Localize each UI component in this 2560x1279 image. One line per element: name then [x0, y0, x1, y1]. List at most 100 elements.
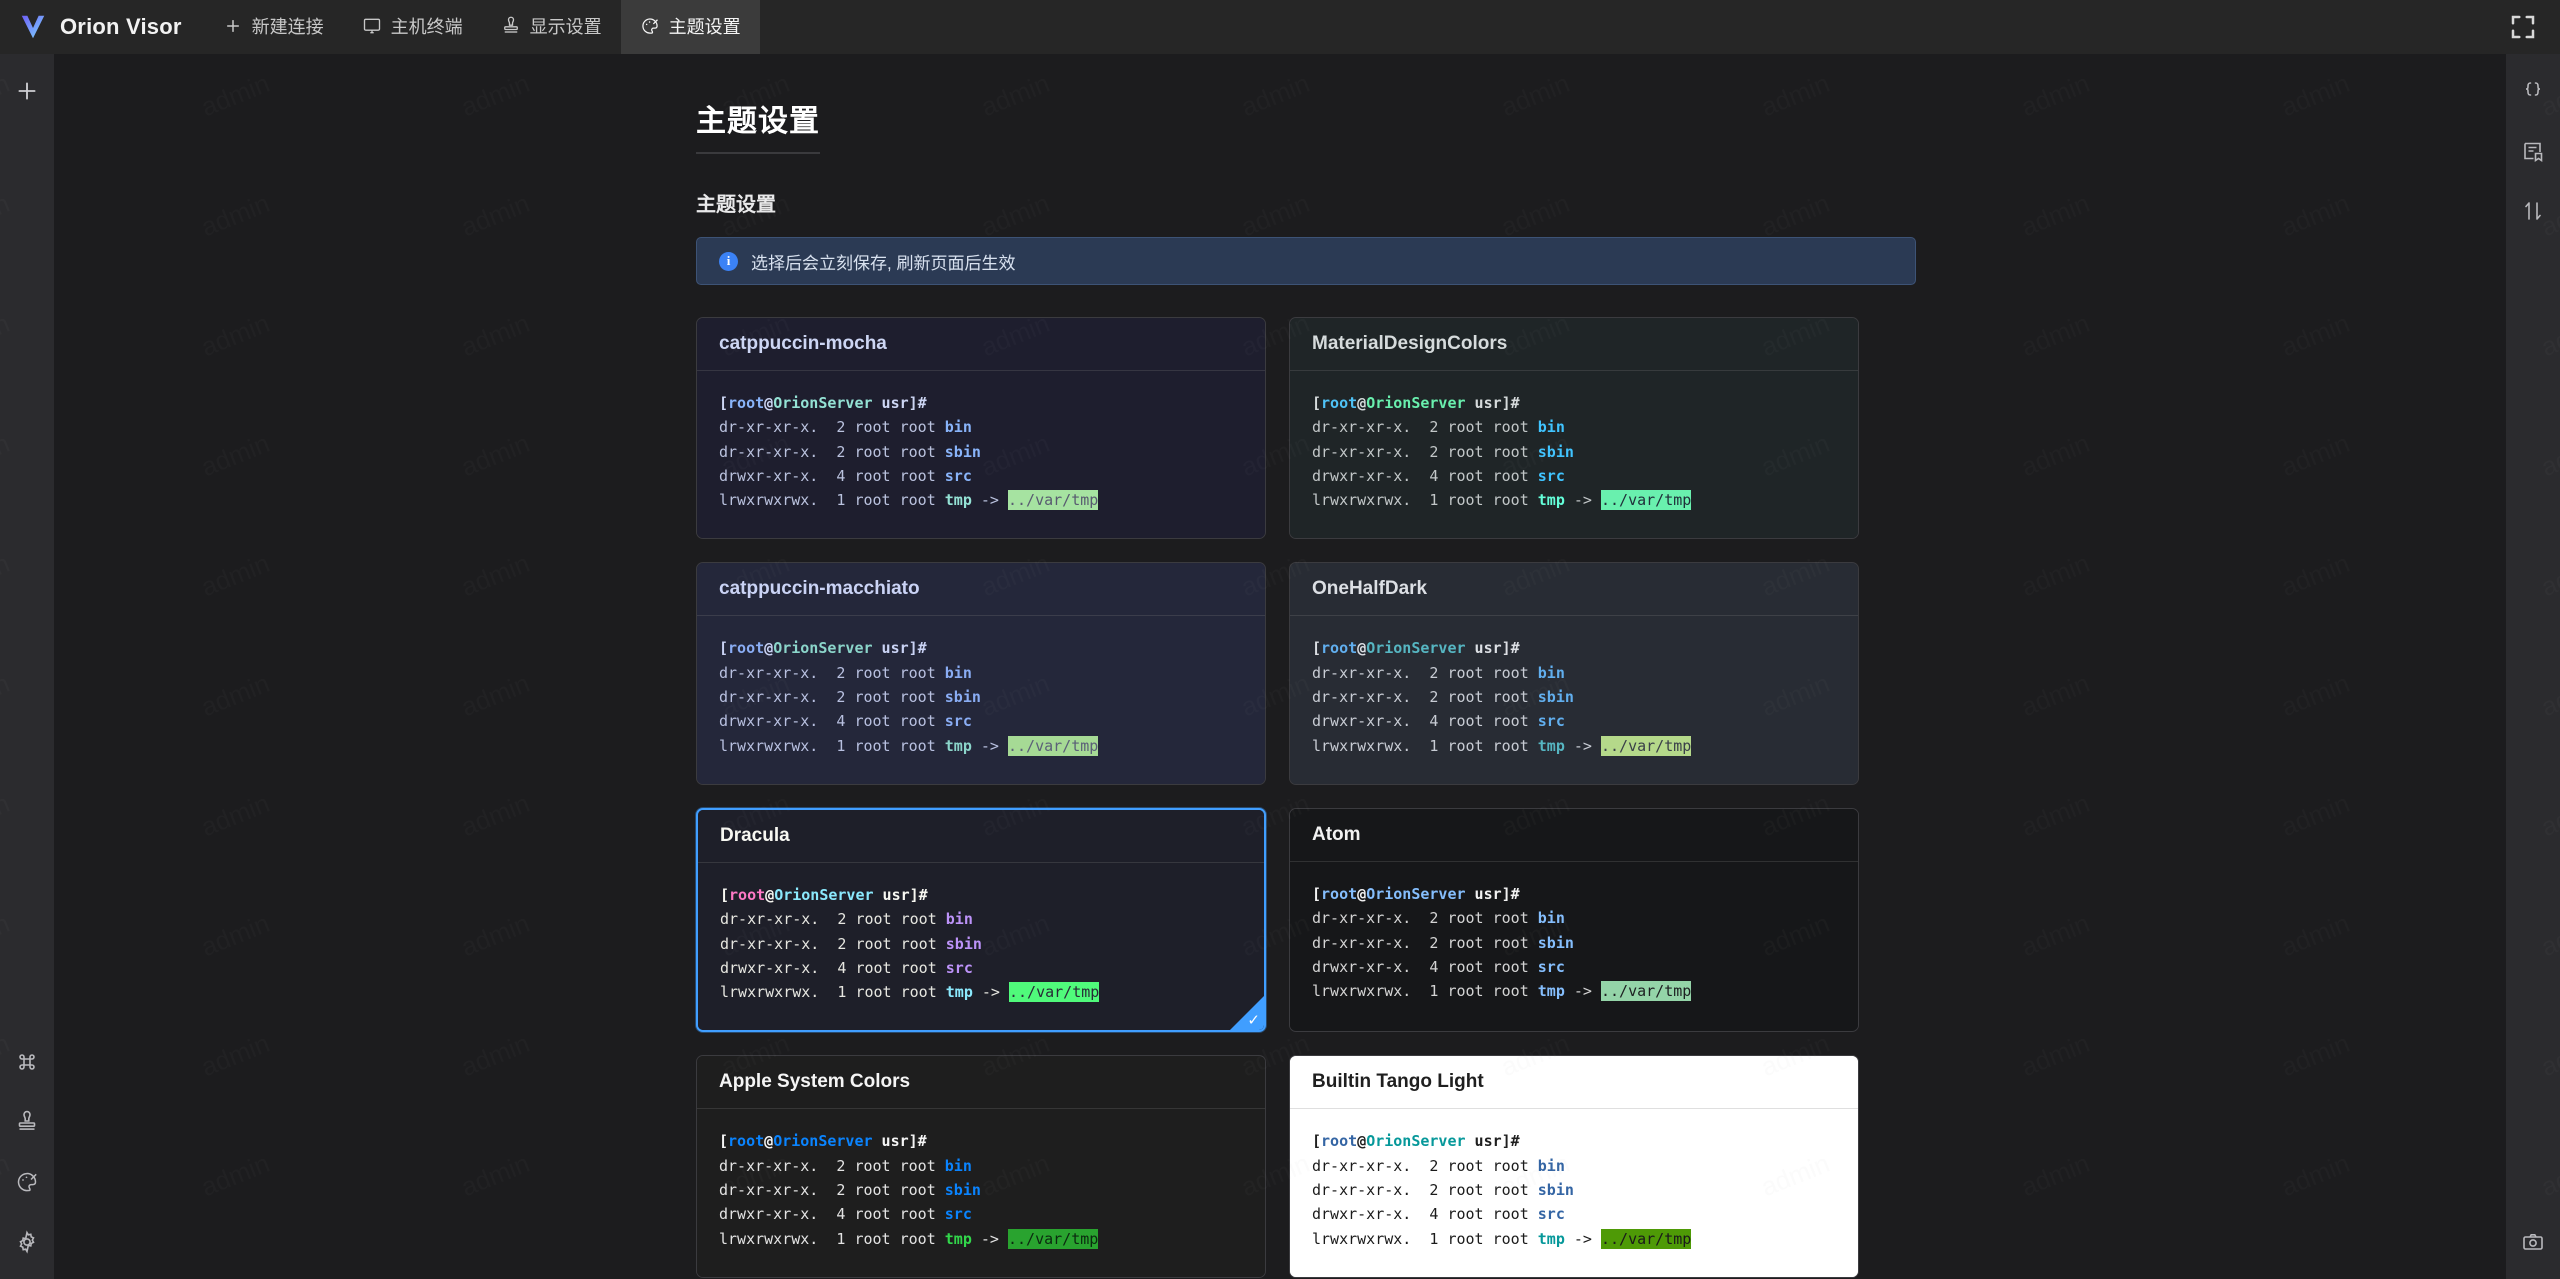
theme-card[interactable]: OneHalfDark [root@OrionServer usr]# dr-xr-… — [1289, 562, 1859, 785]
top-bar: Orion Visor 新建连接 主机终端 显示设置 主题设置 — [0, 0, 2560, 54]
palette-icon — [17, 1172, 37, 1192]
terminal-segment: src — [944, 1205, 972, 1224]
terminal-segment: dr-xr-xr-x. 2 root root — [1312, 442, 1538, 461]
terminal-segment: @ — [764, 394, 774, 412]
terminal-segment: usr]# — [872, 1132, 927, 1151]
terminal-segment: OrionServer — [1366, 639, 1466, 658]
terminal-segment: bin — [1537, 418, 1565, 437]
right-sidebar-item-json-tools[interactable] — [2518, 76, 2548, 106]
terminal-segment: bin — [944, 663, 972, 682]
terminal-segment: -> — [972, 983, 1009, 1002]
theme-card-preview: [root@OrionServer usr]# dr-xr-xr-x. 2 roo… — [1290, 371, 1858, 539]
terminal-segment: bin — [1537, 909, 1565, 928]
theme-card[interactable]: Builtin Tango Light [root@OrionServer usr… — [1289, 1055, 1859, 1278]
theme-card-preview: [root@OrionServer usr]# dr-xr-xr-x. 2 roo… — [698, 862, 1264, 1031]
theme-card-title: Builtin Tango Light — [1290, 1056, 1858, 1110]
terminal-segment: tmp — [1537, 982, 1565, 1001]
tab-label: 显示设置 — [529, 17, 602, 37]
terminal-segment: drwxr-xr-x. 4 root root — [719, 712, 945, 731]
terminal-segment: dr-xr-xr-x. 2 root root — [1312, 1181, 1538, 1200]
terminal-segment: bin — [944, 1156, 972, 1175]
theme-card[interactable]: catppuccin-mocha [root@OrionServer usr]# d… — [696, 317, 1266, 540]
terminal-line: dr-xr-xr-x. 2 root root sbin — [1312, 931, 1836, 955]
terminal-segment: drwxr-xr-x. 4 root root — [1312, 957, 1538, 976]
left-sidebar — [0, 54, 54, 1279]
terminal-segment: src — [945, 958, 973, 977]
terminal-segment: tmp — [944, 1229, 972, 1248]
terminal-segment: usr]# — [1465, 639, 1520, 658]
terminal-line: drwxr-xr-x. 4 root root src — [719, 709, 1243, 733]
terminal-segment: [ — [720, 885, 730, 904]
terminal-segment: OrionServer — [1366, 1132, 1466, 1151]
palette-icon — [641, 18, 658, 34]
terminal-segment: [ — [1312, 884, 1322, 903]
brand: Orion Visor — [0, 0, 204, 54]
terminal-segment: src — [1537, 957, 1565, 976]
terminal-segment: [ — [719, 394, 729, 412]
info-icon: i — [719, 251, 738, 271]
sidebar-item-system-settings[interactable] — [12, 1227, 42, 1257]
terminal-segment: src — [944, 712, 972, 731]
plus-icon — [18, 82, 36, 100]
terminal-line: drwxr-xr-x. 4 root root src — [1312, 709, 1836, 733]
terminal-line: drwxr-xr-x. 4 root root src — [719, 464, 1243, 488]
terminal-segment: lrwxrwxrwx. 1 root root — [719, 491, 945, 510]
terminal-segment: lrwxrwxrwx. 1 root root — [1312, 1229, 1538, 1248]
terminal-line: dr-xr-xr-x. 2 root root bin — [1312, 415, 1836, 439]
terminal-line: [root@OrionServer usr]# — [719, 1129, 1243, 1153]
terminal-line: lrwxrwxrwx. 1 root root tmp -> ../var/tm… — [1312, 488, 1836, 512]
terminal-line: lrwxrwxrwx. 1 root root tmp -> ../var/tm… — [719, 734, 1243, 758]
theme-card[interactable]: MaterialDesignColors [root@OrionServer us… — [1289, 317, 1859, 540]
tab-new-connection[interactable]: 新建连接 — [204, 0, 343, 54]
theme-settings-page: 主题设置 主题设置 i 选择后会立刻保存, 刷新页面后生效 catppuccin… — [696, 54, 1916, 1279]
right-sidebar-item-screenshot[interactable] — [2518, 1227, 2548, 1257]
right-sidebar-top — [2518, 54, 2548, 226]
sidebar-item-display-settings[interactable] — [12, 1107, 42, 1137]
sidebar-new-connection-button[interactable] — [12, 76, 42, 106]
right-sidebar-item-file-transfer[interactable] — [2518, 196, 2548, 226]
terminal-line: lrwxrwxrwx. 1 root root tmp -> ../var/tm… — [1312, 734, 1836, 758]
terminal-segment: tmp — [1537, 1229, 1565, 1248]
braces-icon — [2525, 82, 2541, 96]
theme-card[interactable]: catppuccin-macchiato [root@OrionServer us… — [696, 562, 1266, 785]
sidebar-item-command-panel[interactable] — [12, 1047, 42, 1077]
terminal-segment: sbin — [944, 1181, 981, 1200]
terminal-segment: dr-xr-xr-x. 2 root root — [720, 910, 946, 929]
terminal-segment: tmp — [944, 491, 972, 510]
theme-card-preview: [root@OrionServer usr]# dr-xr-xr-x. 2 roo… — [1290, 1109, 1858, 1277]
fullscreen-expand-icon[interactable] — [2508, 12, 2538, 42]
stamp-icon — [503, 16, 518, 33]
theme-card[interactable]: Apple System Colors [root@OrionServer usr… — [696, 1055, 1266, 1278]
brand-name: Orion Visor — [60, 14, 182, 39]
tab-host-terminal[interactable]: 主机终端 — [343, 0, 482, 54]
terminal-line: [root@OrionServer usr]# — [1312, 636, 1836, 660]
terminal-segment: bin — [1537, 1156, 1565, 1175]
orion-v-logo-icon — [21, 15, 45, 39]
theme-card-title: MaterialDesignColors — [1290, 318, 1858, 371]
theme-card-grid: catppuccin-mocha [root@OrionServer usr]# d… — [696, 317, 1916, 1279]
terminal-segment: [ — [1312, 639, 1322, 658]
terminal-line: dr-xr-xr-x. 2 root root sbin — [719, 685, 1243, 709]
terminal-segment: [ — [719, 1132, 729, 1151]
terminal-line: dr-xr-xr-x. 2 root root bin — [719, 1154, 1243, 1178]
terminal-line: lrwxrwxrwx. 1 root root tmp -> ../var/tm… — [719, 1227, 1243, 1251]
terminal-segment: usr]# — [1465, 394, 1520, 412]
plus-icon — [226, 20, 239, 32]
right-sidebar-item-command-snippets[interactable] — [2518, 136, 2548, 166]
theme-card-title: Dracula — [698, 809, 1264, 863]
theme-card[interactable]: Dracula [root@OrionServer usr]# dr-xr-xr-x… — [696, 807, 1266, 1033]
terminal-line: dr-xr-xr-x. 2 root root bin — [1312, 661, 1836, 685]
terminal-segment: -> — [1564, 736, 1601, 755]
terminal-segment: drwxr-xr-x. 4 root root — [719, 1205, 945, 1224]
terminal-line: lrwxrwxrwx. 1 root root tmp -> ../var/tm… — [1312, 1227, 1836, 1251]
sidebar-item-theme-settings[interactable] — [12, 1167, 42, 1197]
terminal-segment: -> — [1564, 491, 1601, 510]
terminal-line: [root@OrionServer usr]# — [1312, 1129, 1836, 1153]
terminal-segment: OrionServer — [1366, 394, 1466, 412]
tab-theme-settings[interactable]: 主题设置 — [620, 0, 760, 54]
tab-display-settings[interactable]: 显示设置 — [482, 0, 621, 54]
theme-card[interactable]: Atom [root@OrionServer usr]# dr-xr-xr-x. 2… — [1289, 807, 1859, 1033]
terminal-segment: dr-xr-xr-x. 2 root root — [1312, 909, 1538, 928]
terminal-segment: root — [728, 1132, 765, 1151]
terminal-segment: root — [1321, 884, 1358, 903]
